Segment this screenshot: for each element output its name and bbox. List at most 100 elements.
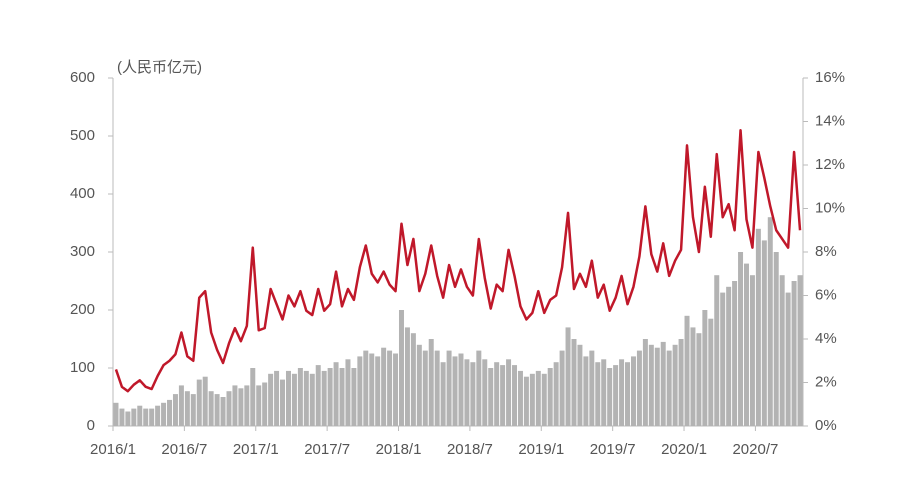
- bar: [232, 385, 238, 426]
- bar: [244, 385, 250, 426]
- bar: [720, 292, 726, 426]
- x-tick-label: 2017/1: [233, 441, 279, 458]
- bar: [220, 397, 226, 426]
- bar: [202, 376, 208, 426]
- x-tick-label: 2018/7: [447, 441, 493, 458]
- bar: [208, 391, 214, 426]
- y2-tick-label: 4%: [815, 330, 837, 347]
- bar: [494, 362, 500, 426]
- y2-tick-label: 12%: [815, 156, 845, 173]
- y-tick-label: 0: [87, 417, 95, 434]
- bar: [268, 373, 274, 426]
- bar: [743, 263, 749, 426]
- bar: [452, 356, 458, 426]
- y2-tick-label: 10%: [815, 199, 845, 216]
- bar: [291, 373, 297, 426]
- bar: [571, 339, 577, 426]
- bar: [309, 373, 315, 426]
- bar: [529, 373, 535, 426]
- y2-tick-label: 6%: [815, 286, 837, 303]
- bar: [755, 228, 761, 426]
- y-tick-label: 100: [70, 359, 95, 376]
- bar: [630, 356, 636, 426]
- bar: [696, 333, 702, 426]
- bar: [500, 365, 506, 426]
- y2-tick-label: 2%: [815, 373, 837, 390]
- bar: [155, 405, 161, 426]
- bar: [636, 350, 642, 426]
- bar: [351, 368, 357, 426]
- bar: [333, 362, 339, 426]
- bar: [274, 370, 280, 426]
- bar: [416, 344, 422, 426]
- bar: [280, 379, 286, 426]
- bar: [779, 275, 785, 426]
- bar: [506, 359, 512, 426]
- bar: [732, 281, 738, 426]
- bar: [684, 315, 690, 426]
- bar: [315, 365, 321, 426]
- bar: [393, 353, 399, 426]
- bar: [428, 339, 434, 426]
- bar: [226, 391, 232, 426]
- bar: [303, 370, 309, 426]
- bar: [589, 350, 595, 426]
- bar: [625, 362, 631, 426]
- bar: [143, 408, 149, 426]
- bar: [660, 341, 666, 426]
- y-tick-label: 400: [70, 185, 95, 202]
- bar: [137, 405, 143, 426]
- bar: [256, 385, 262, 426]
- bar: [113, 402, 119, 426]
- bar: [357, 356, 363, 426]
- bar: [125, 411, 131, 426]
- y-tick-label: 500: [70, 127, 95, 144]
- bar: [749, 275, 755, 426]
- bar: [387, 350, 393, 426]
- y2-tick-label: 0%: [815, 417, 837, 434]
- bar: [547, 368, 553, 426]
- bar: [172, 394, 178, 426]
- bar: [404, 327, 410, 426]
- bar: [345, 359, 351, 426]
- bar: [238, 388, 244, 426]
- bar: [398, 310, 404, 426]
- y-axis-label: (人民币亿元): [117, 59, 202, 76]
- bar: [642, 339, 648, 426]
- bar: [381, 347, 387, 426]
- bar: [583, 356, 589, 426]
- bar: [363, 350, 369, 426]
- bar: [470, 362, 476, 426]
- bar: [482, 359, 488, 426]
- x-tick-label: 2016/7: [161, 441, 207, 458]
- bar: [488, 368, 494, 426]
- y2-tick-label: 8%: [815, 243, 837, 260]
- bar: [654, 347, 660, 426]
- bar: [517, 370, 523, 426]
- bar: [119, 408, 125, 426]
- bar: [773, 252, 779, 426]
- bar: [369, 353, 375, 426]
- bar: [708, 318, 714, 426]
- x-tick-label: 2019/7: [590, 441, 636, 458]
- bar: [797, 275, 803, 426]
- bar: [565, 327, 571, 426]
- bar: [190, 394, 196, 426]
- bar: [131, 408, 137, 426]
- x-tick-label: 2016/1: [90, 441, 136, 458]
- bar: [767, 217, 773, 426]
- bar: [446, 350, 452, 426]
- y-tick-label: 300: [70, 243, 95, 260]
- y-tick-label: 600: [70, 69, 95, 86]
- line: [114, 128, 802, 393]
- bar: [553, 362, 559, 426]
- bar: [666, 350, 672, 426]
- bar: [458, 353, 464, 426]
- bar: [648, 344, 654, 426]
- bar: [321, 370, 327, 426]
- bar: [196, 379, 202, 426]
- x-tick-label: 2017/7: [304, 441, 350, 458]
- bar: [601, 359, 607, 426]
- bar: [214, 394, 220, 426]
